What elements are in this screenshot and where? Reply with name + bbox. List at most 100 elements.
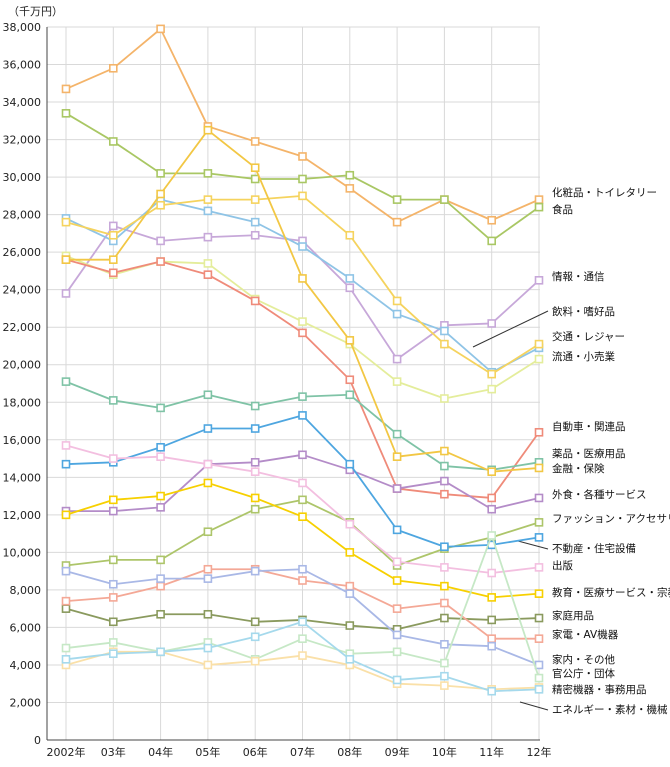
data-point	[156, 503, 165, 512]
data-point	[392, 452, 402, 461]
data-point	[534, 563, 544, 572]
data-point	[109, 230, 118, 240]
data-point	[345, 621, 355, 630]
data-point	[156, 236, 165, 246]
data-point	[392, 195, 402, 204]
series	[61, 450, 544, 516]
y-tick-label: 20,000	[3, 359, 42, 372]
data-point	[298, 242, 307, 251]
data-point	[534, 634, 544, 643]
data-point	[392, 576, 402, 585]
data-point	[61, 441, 71, 450]
data-point	[298, 328, 307, 338]
x-tick-labels: 2002年 03年 04年 05年 06年 07年 08年 09年 10年 11年 12年	[47, 745, 552, 759]
data-point	[109, 649, 118, 658]
data-point	[156, 581, 165, 591]
x-tick-label: 2002年	[47, 745, 86, 759]
legend-leader-lines	[472, 310, 549, 711]
data-point	[156, 403, 165, 413]
legend-label: 家電・AV機器	[552, 628, 619, 641]
data-point	[61, 109, 71, 118]
data-point	[392, 630, 402, 640]
data-point	[345, 589, 355, 598]
data-point	[392, 557, 402, 567]
legend-label: 交通・レジャー	[552, 330, 625, 343]
series	[61, 125, 544, 476]
data-point	[345, 336, 355, 345]
data-point	[298, 152, 307, 161]
data-point	[156, 555, 165, 565]
data-point	[298, 478, 307, 488]
data-point	[487, 568, 497, 578]
data-point	[156, 24, 165, 34]
data-point	[487, 615, 497, 625]
data-point	[203, 195, 213, 204]
data-point	[203, 478, 213, 488]
data-point	[250, 656, 260, 666]
data-point	[203, 609, 213, 619]
data-point	[534, 202, 544, 212]
y-tick-label: 30,000	[3, 171, 42, 184]
data-point	[203, 574, 213, 583]
data-point	[440, 581, 449, 591]
data-point	[440, 542, 449, 552]
data-point	[440, 489, 449, 499]
data-point	[61, 459, 71, 469]
data-point	[298, 495, 307, 505]
data-point	[250, 493, 260, 503]
data-point	[250, 504, 260, 514]
data-point	[61, 643, 71, 653]
data-point	[61, 596, 71, 606]
data-point	[250, 163, 260, 173]
legend-label: 教育・医療サービス・宗教	[552, 586, 670, 599]
data-point	[250, 566, 260, 576]
data-point	[534, 493, 544, 503]
data-point	[250, 174, 260, 184]
data-point	[392, 429, 402, 439]
data-point	[392, 484, 402, 493]
data-point	[534, 339, 544, 349]
series	[61, 478, 544, 602]
data-point	[440, 640, 449, 649]
data-point	[203, 424, 213, 433]
leader-line	[472, 310, 549, 348]
data-point	[440, 339, 449, 349]
data-point	[156, 189, 165, 199]
data-point	[392, 604, 402, 613]
data-point	[250, 296, 260, 306]
data-point	[109, 63, 118, 73]
x-tick-label: 04年	[148, 745, 173, 759]
x-tick-label: 10年	[432, 745, 457, 759]
data-point	[392, 309, 402, 319]
data-point	[487, 504, 497, 514]
legend-label: 官公庁・団体	[552, 667, 615, 680]
y-tick-label: 0	[34, 734, 41, 747]
data-point	[109, 638, 118, 647]
data-point	[534, 589, 544, 598]
x-tick-label: 09年	[385, 745, 410, 759]
data-point	[487, 493, 497, 503]
data-point	[298, 274, 307, 283]
data-point	[298, 174, 307, 184]
data-point	[440, 326, 449, 336]
data-point	[298, 450, 307, 460]
data-point	[298, 651, 307, 660]
data-point	[345, 390, 355, 400]
data-point	[61, 84, 71, 94]
data-point	[345, 274, 355, 283]
data-point	[109, 221, 118, 231]
axes	[46, 27, 540, 741]
data-point	[109, 454, 118, 463]
data-point	[156, 169, 165, 178]
data-point	[156, 200, 165, 210]
data-point	[250, 458, 260, 467]
y-tick-label: 32,000	[3, 134, 42, 147]
data-point	[487, 467, 497, 476]
y-tick-label: 6,000	[10, 621, 42, 634]
data-point	[298, 576, 307, 585]
data-point	[392, 675, 402, 685]
data-point	[345, 184, 355, 193]
data-point	[534, 195, 544, 204]
leader-line	[517, 540, 549, 550]
